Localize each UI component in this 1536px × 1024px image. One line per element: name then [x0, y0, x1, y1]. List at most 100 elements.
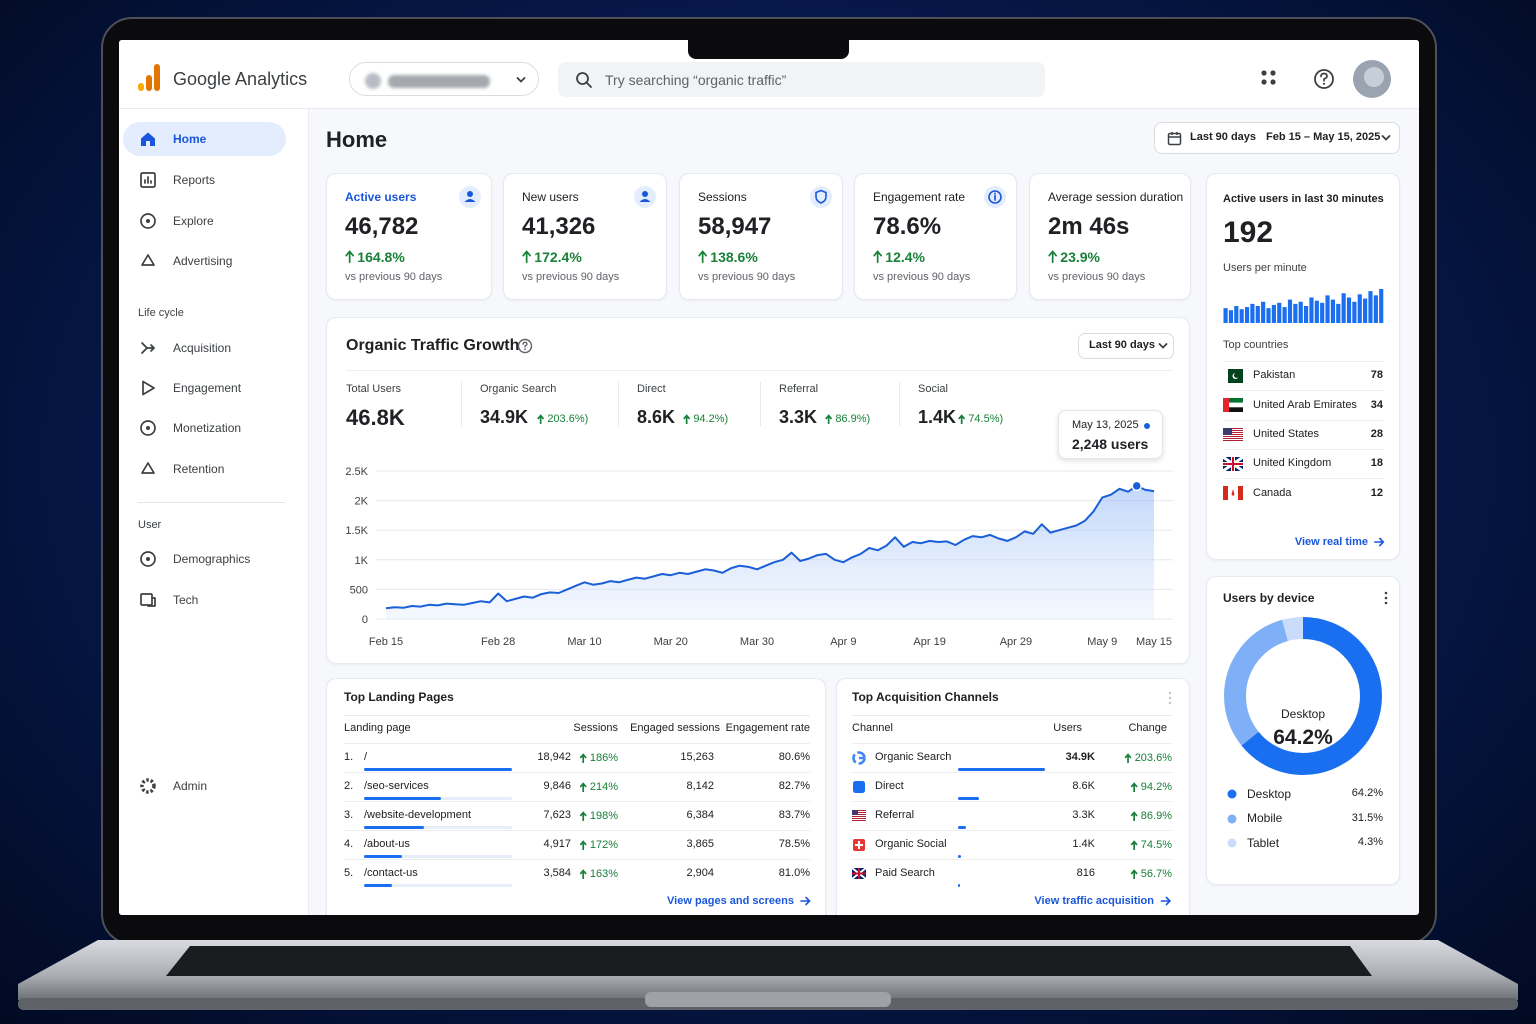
icon-body: [639, 199, 651, 202]
search-box[interactable]: Try searching “organic traffic”: [558, 62, 1045, 97]
kpi-card: Average session duration 2m 46s 23.9% vs pr…: [1029, 173, 1191, 300]
row-divider: [1223, 419, 1383, 421]
kpi-card: Sessions 58,947 138.6% vs previous 90 days: [679, 173, 843, 300]
change: 203.6%: [1124, 751, 1172, 765]
session-bar: [364, 768, 512, 771]
up-arrow: [1130, 810, 1138, 822]
nav-item[interactable]: Advertising: [173, 253, 233, 268]
screen: Google Analytics Try searching “organic t…: [119, 40, 1419, 915]
change-value: 74.5%): [968, 412, 1004, 425]
nav-item[interactable]: Retention: [173, 461, 225, 476]
metric-value: 1.4K: [918, 407, 957, 428]
bar: [1336, 303, 1341, 323]
change: 56.7%: [1130, 867, 1172, 881]
product-name: Google Analytics: [173, 69, 308, 90]
channels-card: Top Acquisition Channels Channel Users Chan…: [836, 678, 1190, 915]
nav-item[interactable]: Reports: [173, 172, 216, 187]
change: 163%: [579, 867, 618, 881]
property-blur: [365, 73, 490, 89]
more-icon: [1168, 691, 1172, 705]
logo-bar: [146, 75, 152, 91]
flag-part: [1223, 427, 1243, 429]
title-divider: [852, 715, 1172, 716]
arrow-shape: [1124, 752, 1132, 764]
bar: [1223, 308, 1228, 323]
page-title: Home: [326, 126, 388, 152]
date-picker[interactable]: Last 90 days Feb 15 – May 15, 2025: [1154, 122, 1400, 154]
x-tick-label: Apr 9: [830, 636, 856, 648]
engaged-sessions: 2,904: [686, 867, 714, 880]
change: 186%: [579, 751, 618, 765]
change-value: 138.6%: [710, 248, 758, 265]
change-value: 214%: [589, 780, 618, 793]
nav-item[interactable]: Demographics: [173, 551, 251, 566]
date-preset: Last 90 days: [1190, 131, 1257, 144]
legend-dot: [1227, 814, 1237, 823]
channel-users: 3.3K: [1072, 809, 1095, 822]
sidebar: Home Reports Explore Advertising Life cycle A…: [119, 109, 309, 915]
flag-part: [1223, 402, 1243, 408]
tooltip: May 13, 2025 2,248 users: [1058, 410, 1163, 459]
link[interactable]: View pages and screens: [667, 893, 811, 909]
nav-item[interactable]: Acquisition: [173, 340, 232, 355]
rank: 3.: [344, 809, 354, 822]
bar: [1298, 301, 1303, 323]
header-divider: [346, 370, 1173, 371]
logo: [138, 64, 160, 91]
period-select[interactable]: Last 90 days: [1078, 333, 1174, 359]
y-tick-label: 2K: [355, 496, 369, 508]
arrow-shape: [1130, 868, 1138, 880]
nav-icon: [140, 213, 156, 229]
calendar-icon: [1167, 132, 1182, 146]
engaged-sessions: 8,142: [686, 780, 714, 793]
link[interactable]: View real time: [1295, 534, 1385, 550]
nav-item[interactable]: Admin: [173, 778, 208, 793]
bar: [1352, 301, 1357, 323]
apps-dot: [1261, 70, 1267, 76]
icon-part: [852, 820, 866, 821]
cal-body: [1167, 132, 1182, 146]
dot: [1384, 596, 1388, 600]
up-arrow: [579, 810, 587, 822]
arrow-shape: [1374, 537, 1385, 547]
change-value: 186%: [589, 751, 618, 764]
nav-item[interactable]: Explore: [173, 213, 214, 228]
change: 86.9%): [825, 412, 870, 426]
nav-item[interactable]: Engagement: [173, 380, 242, 395]
nav-icon: [141, 462, 155, 474]
country-users: 78: [1370, 369, 1383, 382]
nav-section-title: User: [138, 519, 162, 532]
dot: [1144, 423, 1150, 429]
x-tick-label: Feb 28: [481, 636, 515, 648]
bar: [1314, 300, 1319, 323]
property-selector[interactable]: [349, 62, 539, 96]
arrow-right: [1374, 537, 1385, 547]
bar: [1309, 297, 1314, 323]
link[interactable]: View traffic acquisition: [1034, 893, 1171, 909]
nav-item[interactable]: Tech: [173, 592, 199, 607]
title-divider: [344, 715, 810, 716]
session-bar: [364, 884, 392, 887]
tooltip-dot: [1144, 423, 1150, 429]
logo-bar: [138, 83, 144, 91]
users-bar: [958, 855, 962, 858]
change: 203.6%): [537, 412, 588, 426]
channel-icon: [852, 751, 866, 765]
up-arrow: [825, 413, 832, 425]
y-tick-label: 1K: [355, 555, 369, 567]
nav-item[interactable]: Monetization: [173, 420, 242, 435]
realtime-value: 192: [1223, 216, 1274, 249]
y-tick-label: 1.5K: [345, 525, 368, 537]
legend-value: 4.3%: [1357, 836, 1383, 849]
icon-part: [852, 814, 866, 815]
up-arrow: [522, 250, 531, 264]
channel-icon: [853, 781, 865, 793]
legend-label: Mobile: [1247, 811, 1283, 826]
metric-label: Social: [918, 383, 948, 396]
nav-item[interactable]: Home: [173, 131, 207, 146]
channel-users: 34.9K: [1065, 751, 1095, 764]
rank: 4.: [344, 838, 354, 851]
arrow-shape: [579, 752, 587, 764]
icon-part: [855, 841, 863, 849]
flag-part: [1233, 372, 1240, 378]
